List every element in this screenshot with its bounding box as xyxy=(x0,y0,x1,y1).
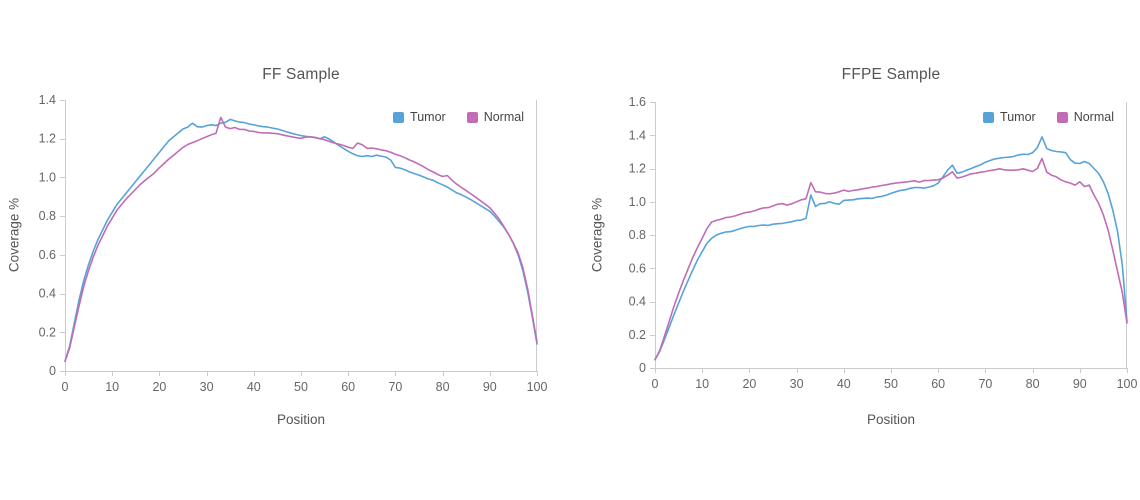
x-axis-label: Position xyxy=(866,412,916,427)
legend: Tumor Normal xyxy=(393,110,524,124)
y-tick-label: 1.6 xyxy=(629,95,646,109)
x-tick-label: 0 xyxy=(652,377,659,391)
axes xyxy=(60,100,538,376)
x-tick-label: 40 xyxy=(247,380,261,394)
chart-ffpe-sample: FFPE Sample Coverage % 0 10 20 30 40 50 60 70 80… xyxy=(570,0,1140,500)
y-tick-label: 1.2 xyxy=(39,132,56,146)
x-tick-label: 40 xyxy=(837,377,851,391)
chart-title: FFPE Sample xyxy=(841,66,941,83)
y-tick-label: 1.0 xyxy=(629,195,646,209)
legend-label-tumor: Tumor xyxy=(1000,110,1036,124)
legend-label-tumor: Tumor xyxy=(410,110,446,124)
legend-swatch-tumor xyxy=(393,111,405,123)
x-tick-label: 30 xyxy=(200,380,214,394)
x-tick-label: 10 xyxy=(695,377,709,391)
series-line-tumor xyxy=(64,118,538,363)
series-line-normal xyxy=(64,116,538,363)
legend-swatch-normal xyxy=(466,111,478,123)
y-tick-label: 1.2 xyxy=(629,162,646,176)
legend-item-normal: Normal xyxy=(466,110,524,124)
y-tick-label: 0.6 xyxy=(39,248,56,262)
y-tick-label: 0.6 xyxy=(629,261,646,275)
tick-labels: 0 10 20 30 40 50 60 70 80 90 100 0 0.2 0.4 0.6 0.8 1.0 1.… xyxy=(39,93,548,394)
x-tick-label: 70 xyxy=(388,380,402,394)
series-line-tumor xyxy=(654,136,1128,361)
legend-item-tumor: Tumor xyxy=(983,110,1036,124)
series-line-normal xyxy=(654,157,1128,361)
y-tick-label: 0.8 xyxy=(629,228,646,242)
x-tick-label: 100 xyxy=(1117,377,1138,391)
x-tick-label: 60 xyxy=(341,380,355,394)
y-tick-label: 0.2 xyxy=(629,328,646,342)
legend-label-normal: Normal xyxy=(1073,110,1114,124)
x-tick-label: 80 xyxy=(436,380,450,394)
legend: Tumor Normal xyxy=(983,110,1114,124)
x-tick-label: 60 xyxy=(931,377,945,391)
y-tick-label: 0.4 xyxy=(39,287,56,301)
y-tick-label: 1.4 xyxy=(629,128,646,142)
y-tick-label: 1.0 xyxy=(39,170,56,184)
x-tick-label: 30 xyxy=(790,377,804,391)
y-tick-label: 0 xyxy=(49,364,56,378)
y-tick-label: 0 xyxy=(639,361,646,375)
chart-ff-sample: FF Sample Coverage % 0 10 20 30 40 50 60 70 80 90… xyxy=(7,66,548,427)
legend-label-normal: Normal xyxy=(483,110,524,124)
legend-swatch-tumor xyxy=(983,111,995,123)
chart-title: FF Sample xyxy=(262,66,340,83)
x-tick-label: 70 xyxy=(978,377,992,391)
x-tick-label: 50 xyxy=(294,380,308,394)
y-tick-label: 0.8 xyxy=(39,209,56,223)
legend-item-normal: Normal xyxy=(1056,110,1114,124)
tick-labels: 0 10 20 30 40 50 60 70 80 90 100 0 0.2 0.4 0.6 0.8 1.0 1.… xyxy=(629,95,1138,391)
y-tick-label: 0.2 xyxy=(39,325,56,339)
x-tick-label: 20 xyxy=(742,377,756,391)
x-tick-label: 0 xyxy=(62,380,69,394)
y-tick-label: 0.4 xyxy=(629,295,646,309)
x-tick-label: 90 xyxy=(483,380,497,394)
x-tick-label: 90 xyxy=(1073,377,1087,391)
x-tick-label: 20 xyxy=(152,380,166,394)
legend-item-tumor: Tumor xyxy=(393,110,446,124)
legend-swatch-normal xyxy=(1056,111,1068,123)
x-axis-label: Position xyxy=(276,412,326,427)
x-tick-label: 50 xyxy=(884,377,898,391)
plot-area: 0 10 20 30 40 50 60 70 80 90 100 0 0.2 0.4 0.6 0.8 1.0 1.… xyxy=(39,93,548,394)
x-tick-label: 100 xyxy=(527,380,548,394)
axes xyxy=(650,102,1128,373)
x-tick-label: 80 xyxy=(1026,377,1040,391)
y-tick-label: 1.4 xyxy=(39,93,56,107)
plot-area: 0 10 20 30 40 50 60 70 80 90 100 0 0.2 0.4 0.6 0.8 1.0 1.… xyxy=(629,95,1138,391)
x-tick-label: 10 xyxy=(105,380,119,394)
